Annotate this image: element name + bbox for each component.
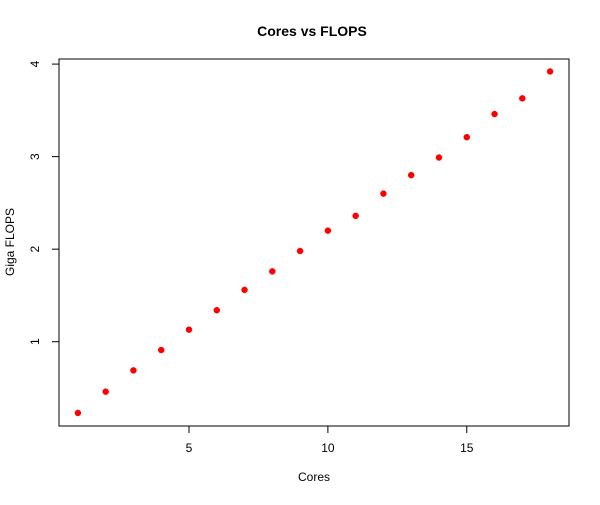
data-point [157,346,165,354]
y-tick-label: 4 [28,60,42,67]
chart-title: Cores vs FLOPS [257,23,367,39]
data-point [269,268,276,275]
y-axis: 1 2 3 4 [28,60,59,345]
data-points [74,68,554,417]
data-point [74,409,82,417]
data-point [241,286,248,294]
data-point [213,306,221,314]
data-point [435,154,443,161]
data-point [130,367,137,374]
data-point [324,227,332,234]
data-point [352,212,359,220]
x-axis: 5 10 15 [186,426,474,455]
y-tick-label: 3 [28,153,42,160]
data-point [491,110,498,118]
data-point [185,326,193,333]
y-axis-label: Giga FLOPS [3,208,17,276]
data-point [519,95,526,102]
x-tick-label: 5 [186,441,193,455]
data-point [296,247,304,255]
data-point [380,190,387,197]
x-tick-label: 15 [460,441,474,455]
plot-frame [58,58,570,427]
y-tick-label: 2 [28,246,42,253]
data-point [546,68,554,75]
x-axis-label: Cores [298,470,330,484]
y-tick-label: 1 [28,338,42,345]
data-point [102,388,109,395]
data-point [407,171,415,179]
x-tick-label: 10 [321,441,335,455]
data-point [463,133,471,141]
